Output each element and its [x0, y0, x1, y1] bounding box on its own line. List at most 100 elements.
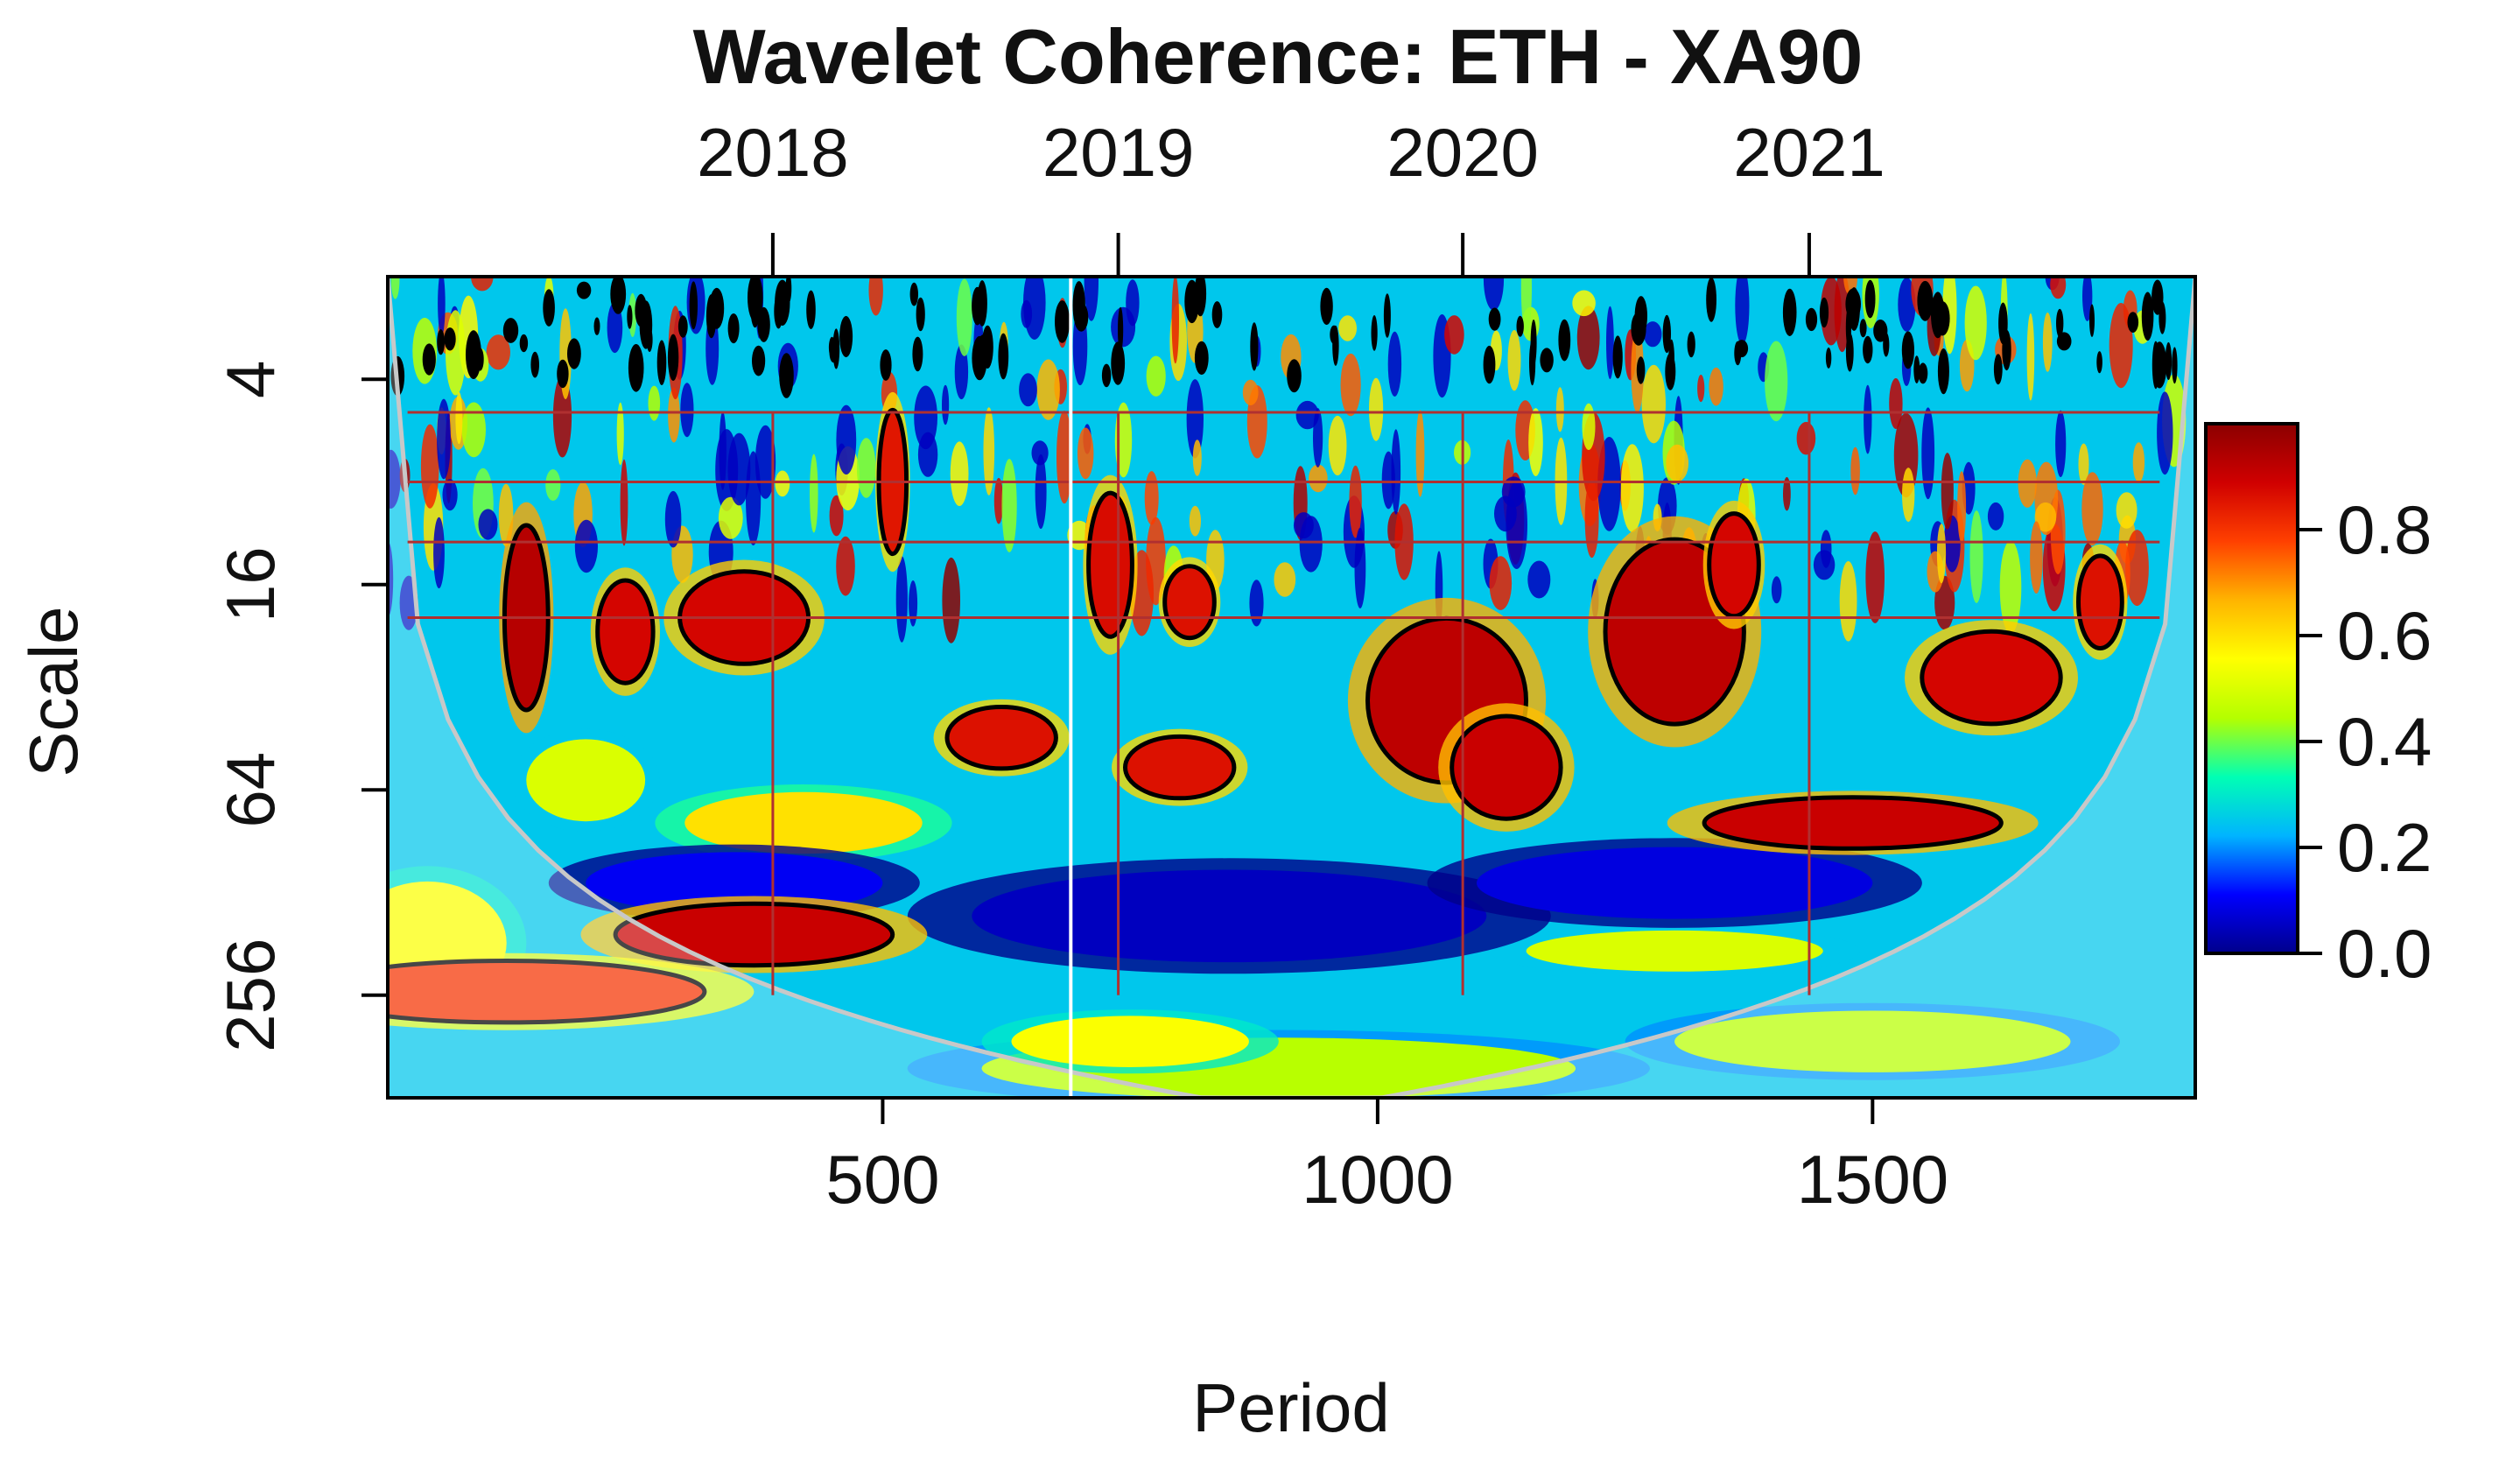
significant-region	[944, 705, 1058, 771]
noise-dark-blob	[2127, 312, 2139, 333]
noise-blob	[1943, 515, 1961, 573]
noise-blob	[1313, 408, 1323, 467]
noise-blob	[616, 402, 624, 466]
moderate-coherence-layer	[388, 728, 2120, 1098]
noise-dark-blob	[1194, 277, 1207, 317]
noise-dark-blob	[1558, 319, 1571, 362]
colorbar: 0.0 0.2 0.4 0.6 0.8	[2204, 422, 2432, 992]
noise-dark-blob	[1540, 348, 1554, 373]
noise-blob	[438, 277, 446, 336]
noise-blob	[1987, 502, 2004, 531]
noise-blob	[1274, 562, 1296, 597]
noise-blob	[1309, 464, 1328, 493]
y-tick-label: 16	[212, 546, 289, 622]
noise-dark-blob	[444, 327, 456, 351]
noise-blob	[1864, 384, 1872, 454]
colorbar-tick-label: 0.0	[2337, 915, 2432, 992]
noise-blob	[1576, 306, 1600, 370]
noise-blob	[1021, 299, 1033, 328]
noise-dark-blob	[1250, 322, 1259, 371]
noise-blob	[2018, 459, 2037, 508]
noise-blob	[2026, 313, 2035, 401]
noise-dark-blob	[1825, 347, 1832, 369]
noise-blob	[1186, 379, 1204, 459]
noise-blob	[1606, 306, 1614, 380]
noise-blob	[1572, 290, 1596, 317]
y-tick-label: 4	[212, 361, 289, 398]
y-tick-label: 64	[212, 752, 289, 828]
noise-blob	[1765, 341, 1788, 422]
noise-blob	[942, 384, 950, 425]
noise-dark-blob	[1118, 306, 1124, 353]
noise-dark-blob	[2056, 332, 2072, 351]
noise-blob	[1387, 331, 1402, 397]
noise-blob	[1328, 415, 1347, 476]
noise-dark-blob	[977, 280, 987, 327]
noise-blob	[1584, 479, 1599, 559]
noise-dark-blob	[667, 334, 679, 381]
top-tick-label: 2021	[1733, 114, 1885, 191]
noise-dark-blob	[1993, 354, 2003, 385]
noise-blob	[2082, 277, 2093, 321]
noise-dark-blob	[2158, 301, 2166, 334]
noise-dark-blob	[639, 300, 653, 349]
noise-blob	[442, 479, 458, 511]
noise-dark-blob	[1931, 292, 1945, 339]
noise-blob	[1415, 410, 1425, 497]
noise-blob	[1796, 421, 1816, 455]
noise-blob	[390, 277, 400, 299]
noise-blob	[1249, 580, 1264, 627]
noise-blob	[1354, 527, 1366, 609]
noise-blob	[914, 385, 937, 450]
noise-blob	[1391, 429, 1401, 515]
colorbar-tick-label: 0.4	[2337, 703, 2432, 780]
noise-blob	[1340, 353, 1361, 417]
noise-dark-blob	[476, 348, 484, 371]
noise-blob	[1921, 407, 1935, 500]
top-tick-label: 2018	[697, 114, 849, 191]
x-tick-label: 1000	[1302, 1141, 1454, 1218]
noise-blob	[942, 557, 960, 643]
coi-shade	[388, 277, 2195, 1098]
high-frequency-noise-layer	[388, 277, 2187, 643]
noise-dark-blob	[806, 290, 816, 329]
noise-blob	[1520, 277, 1532, 334]
noise-dark-blob	[1516, 315, 1524, 337]
noise-blob	[1641, 364, 1667, 444]
noise-blob	[2132, 442, 2145, 482]
noise-blob	[719, 411, 727, 490]
noise-blob	[1820, 530, 1832, 568]
noise-dark-blob	[1665, 353, 1676, 390]
noise-dark-blob	[502, 318, 519, 343]
noise-blob	[1189, 505, 1201, 537]
noise-blob	[2034, 502, 2057, 532]
noise-blob	[1936, 524, 1947, 584]
noise-dark-blob	[750, 284, 760, 328]
noise-blob	[1192, 439, 1202, 476]
noise-dark-blob	[912, 336, 923, 372]
noise-blob	[1295, 400, 1319, 430]
y-axis: 4 16 64 256	[212, 361, 388, 1052]
x-axis-label: Period	[1192, 1369, 1389, 1446]
x-tick-label: 500	[825, 1141, 939, 1218]
noise-blob	[2030, 521, 2043, 594]
noise-blob	[433, 517, 445, 589]
noise-blob	[1839, 561, 1857, 642]
noise-blob	[461, 402, 486, 458]
x-tick-label: 1500	[1797, 1141, 1949, 1218]
noise-blob	[1019, 373, 1037, 407]
noise-blob	[1084, 277, 1099, 321]
noise-blob	[895, 556, 908, 643]
noise-dark-blob	[2056, 308, 2064, 338]
significant-region	[388, 959, 707, 1025]
noise-dark-blob	[752, 345, 766, 376]
noise-dark-blob	[557, 359, 569, 389]
noise-dark-blob	[1662, 314, 1672, 354]
colorbar-tick-label: 0.6	[2337, 597, 2432, 674]
noise-blob	[620, 459, 628, 546]
noise-blob	[471, 277, 494, 292]
noise-blob	[1697, 375, 1705, 403]
noise-dark-blob	[1101, 363, 1112, 388]
